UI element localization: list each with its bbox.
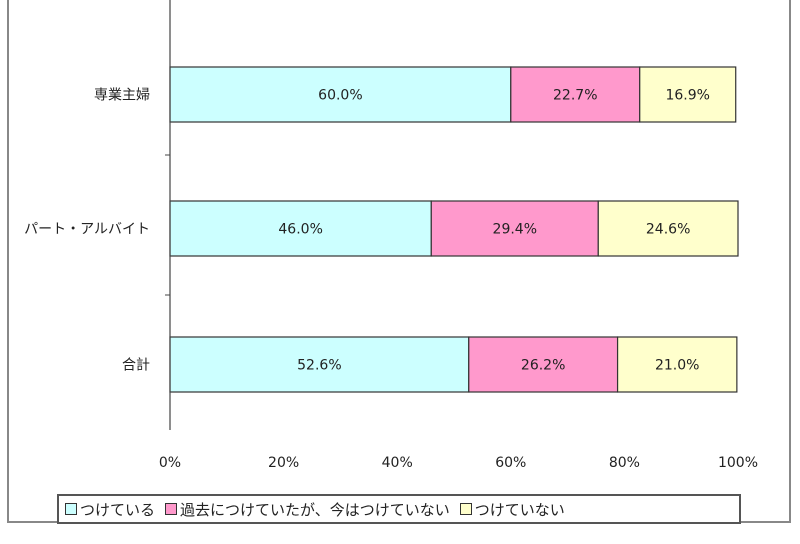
- bar-segment: [468, 336, 619, 393]
- x-tick-label: 60%: [495, 455, 526, 471]
- legend-label: 過去につけていたが、今はつけていない: [180, 500, 450, 519]
- bar-segment: [597, 200, 739, 257]
- category-label: 合計: [122, 358, 150, 374]
- data-label: 60.0%: [318, 88, 362, 104]
- data-label: 52.6%: [297, 358, 341, 374]
- bar-segment: [510, 66, 641, 123]
- legend-swatch: [165, 503, 178, 515]
- legend-swatch: [459, 503, 472, 515]
- data-label: 24.6%: [646, 222, 690, 238]
- data-label: 16.9%: [665, 88, 709, 104]
- bar-segment: [169, 336, 470, 393]
- x-tick-label: 80%: [609, 455, 640, 471]
- x-tick-label: 100%: [718, 455, 758, 471]
- data-label: 22.7%: [553, 88, 597, 104]
- x-tick-label: 0%: [159, 455, 181, 471]
- legend-item: つけていない: [459, 499, 565, 520]
- bar-segment: [639, 66, 737, 123]
- bar-segment: [169, 66, 512, 123]
- data-label: 29.4%: [493, 222, 537, 238]
- data-label: 46.0%: [278, 222, 322, 238]
- legend-label: つけていない: [474, 500, 565, 519]
- category-label: パート・アルバイト: [24, 222, 150, 238]
- bar-segment: [616, 336, 738, 393]
- legend-item: つけている: [65, 499, 155, 520]
- data-label: 21.0%: [655, 358, 699, 374]
- data-label: 26.2%: [521, 358, 565, 374]
- legend-item: 過去につけていたが、今はつけていない: [165, 499, 450, 520]
- x-tick-label: 20%: [268, 455, 299, 471]
- legend: つけている 過去につけていたが、今はつけていない つけていない: [57, 494, 741, 524]
- bar-segment: [430, 200, 599, 257]
- legend-swatch: [65, 503, 77, 515]
- category-label: 専業主婦: [94, 87, 150, 104]
- x-tick-label: 40%: [382, 455, 413, 471]
- legend-label: つけている: [80, 500, 156, 519]
- bar-segment: [169, 200, 432, 257]
